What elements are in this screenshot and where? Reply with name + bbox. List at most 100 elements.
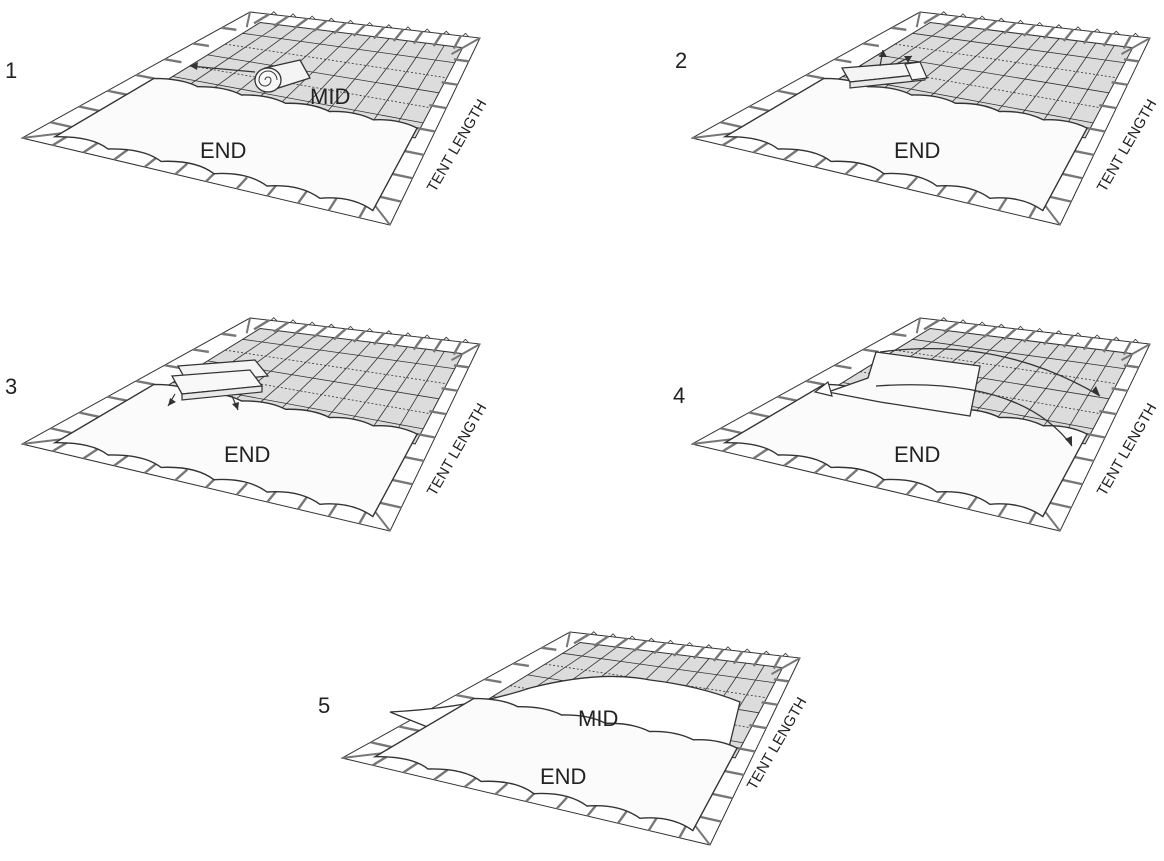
stake <box>78 105 100 112</box>
stake <box>541 646 557 651</box>
stake <box>412 336 424 351</box>
stake <box>1023 330 1036 343</box>
stake <box>512 662 530 668</box>
peg-mark <box>308 15 316 20</box>
stake <box>593 635 609 647</box>
stake <box>732 650 744 665</box>
panel-drawing-5: MID END TENT LENGTH <box>340 631 810 846</box>
peg-mark <box>1112 30 1120 35</box>
stake <box>82 447 99 460</box>
peg-mark <box>327 17 335 22</box>
stake <box>392 172 413 180</box>
stake <box>1082 336 1094 351</box>
peg-mark <box>647 637 655 642</box>
stake <box>293 323 309 336</box>
stake <box>235 176 248 190</box>
stake <box>647 817 658 832</box>
stake <box>494 782 509 796</box>
stake <box>943 15 959 27</box>
grid-line <box>207 54 440 94</box>
peg-mark <box>940 317 948 321</box>
stake <box>404 455 424 463</box>
stake <box>1102 33 1113 47</box>
stake <box>813 155 829 168</box>
stake <box>293 17 309 30</box>
stake <box>777 395 797 402</box>
stake <box>712 648 725 662</box>
stake <box>135 73 155 80</box>
stake <box>1111 81 1128 86</box>
grid-line <box>225 43 447 79</box>
stake <box>50 427 72 435</box>
stake <box>844 468 859 482</box>
corner-guy-line <box>915 317 921 334</box>
panel-drawing-1: END MID TENT LENGTH <box>20 11 490 226</box>
peg-mark <box>686 641 693 646</box>
grid-line <box>912 338 1125 370</box>
stake <box>379 195 402 203</box>
peg-mark <box>1093 28 1101 33</box>
peg-mark <box>270 317 278 321</box>
stake <box>748 105 770 112</box>
corner-guy-line <box>565 631 571 648</box>
stake <box>1111 387 1128 392</box>
stake <box>416 126 436 133</box>
grid-line <box>172 76 424 124</box>
stake <box>107 89 127 96</box>
stake <box>712 792 733 800</box>
step-panel-5: MID END TENT LENGTH <box>330 620 810 860</box>
stake <box>722 441 739 453</box>
stake <box>392 478 413 486</box>
stake <box>923 13 940 25</box>
stake <box>773 678 789 683</box>
end-fabric-outline <box>52 77 419 212</box>
stake <box>107 395 127 402</box>
end-fabric <box>52 77 419 212</box>
stake <box>783 454 799 467</box>
stake <box>327 503 338 518</box>
stake <box>78 411 100 418</box>
peg-mark <box>762 650 770 655</box>
stake <box>463 775 479 788</box>
stake <box>633 639 648 652</box>
stake <box>174 162 189 176</box>
stake <box>1123 58 1139 63</box>
peg-mark <box>978 15 986 20</box>
stake <box>1028 510 1038 525</box>
stake <box>1028 204 1038 219</box>
peg-mark <box>404 26 412 31</box>
peg-mark <box>289 13 297 18</box>
stake <box>1086 126 1106 133</box>
stake <box>1042 332 1056 346</box>
stake <box>164 58 182 64</box>
peg-mark <box>1036 21 1043 26</box>
end-label: END <box>894 138 940 163</box>
stake <box>370 741 392 749</box>
stake <box>720 121 742 129</box>
end-label: END <box>540 764 586 789</box>
stake <box>1122 35 1132 50</box>
stake <box>653 641 667 655</box>
stake <box>613 637 629 650</box>
step-number-2: 2 <box>675 48 688 73</box>
peg-mark <box>442 30 450 35</box>
peg-mark <box>743 648 751 653</box>
stake <box>724 769 744 777</box>
peg-mark <box>1017 325 1024 330</box>
peg-mark <box>308 321 316 326</box>
stake <box>722 135 739 147</box>
stake <box>617 810 628 824</box>
stake <box>432 33 443 47</box>
stake <box>834 58 852 64</box>
grid-line <box>895 349 1117 385</box>
grid-line <box>562 652 775 684</box>
stake <box>1074 149 1094 157</box>
end-fabric <box>372 697 739 832</box>
stake <box>1003 21 1017 35</box>
peg-mark <box>347 325 354 330</box>
stake <box>253 319 270 331</box>
stake <box>372 332 386 346</box>
corner-guy-line <box>245 317 251 334</box>
peg-mark <box>705 644 713 648</box>
stake <box>358 204 368 219</box>
